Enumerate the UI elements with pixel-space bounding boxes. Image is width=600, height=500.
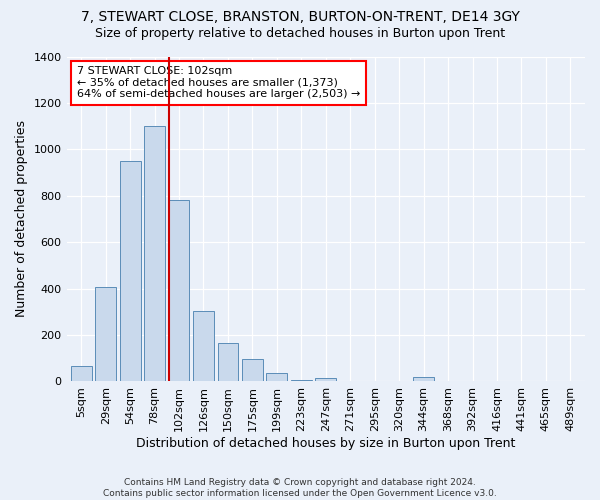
Text: Size of property relative to detached houses in Burton upon Trent: Size of property relative to detached ho… [95,28,505,40]
Bar [169,200,190,382]
Text: Contains HM Land Registry data © Crown copyright and database right 2024.
Contai: Contains HM Land Registry data © Crown c… [103,478,497,498]
Text: 7, STEWART CLOSE, BRANSTON, BURTON-ON-TRENT, DE14 3GY: 7, STEWART CLOSE, BRANSTON, BURTON-ON-TR… [80,10,520,24]
Bar [242,360,263,382]
Text: 7 STEWART CLOSE: 102sqm
← 35% of detached houses are smaller (1,373)
64% of semi: 7 STEWART CLOSE: 102sqm ← 35% of detache… [77,66,360,100]
Bar [71,366,92,382]
Bar [218,343,238,382]
Bar [120,161,140,382]
Bar [316,378,336,382]
Y-axis label: Number of detached properties: Number of detached properties [15,120,28,318]
Bar [193,310,214,382]
Bar [144,126,165,382]
Bar [266,374,287,382]
X-axis label: Distribution of detached houses by size in Burton upon Trent: Distribution of detached houses by size … [136,437,515,450]
Bar [413,377,434,382]
Bar [291,380,312,382]
Bar [95,288,116,382]
